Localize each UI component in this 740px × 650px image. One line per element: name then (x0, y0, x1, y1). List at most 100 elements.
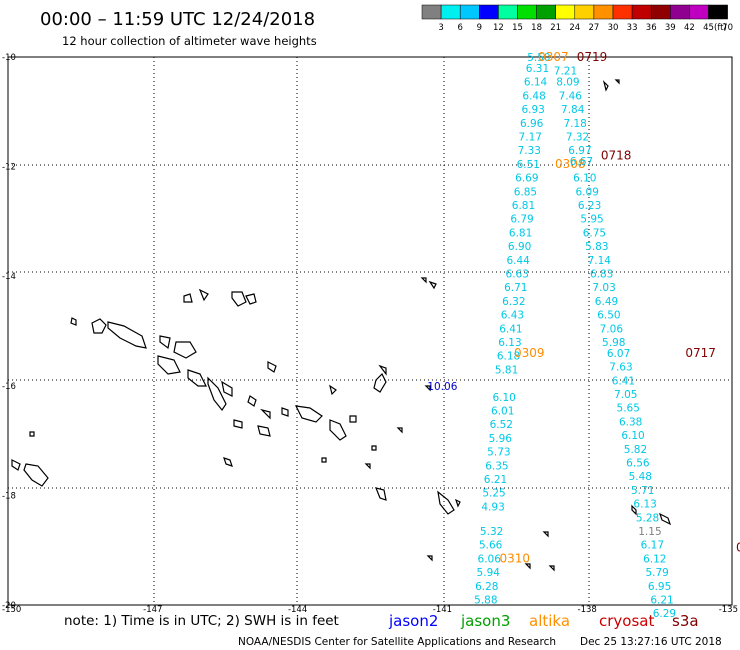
wave-height-value: 5.82 (624, 444, 647, 456)
pass-time-label: 0308 (555, 157, 586, 171)
legend-cryosat: cryosat (599, 612, 654, 630)
island-outline (245, 293, 257, 305)
scale-swatch (612, 4, 633, 20)
wave-height-value: 6.41 (612, 375, 635, 387)
wave-height-value: 7.06 (600, 323, 624, 335)
wave-height-value: 5.48 (629, 471, 652, 483)
wave-height-value: 6.49 (595, 296, 618, 308)
graticule (8, 57, 732, 605)
scale-label: 18 (531, 23, 542, 33)
pass-time-label: 0309 (514, 346, 545, 360)
island-outline (221, 380, 233, 397)
island-outline (281, 407, 289, 417)
scale-label: 45 (703, 23, 714, 33)
wave-height-value: 7.05 (614, 389, 637, 401)
island-outline (548, 565, 555, 572)
wave-height-value: 6.83 (590, 268, 613, 280)
wave-height-value: 7.84 (561, 104, 585, 116)
island-outline (426, 555, 433, 562)
wave-height-value: 6.56 (626, 458, 650, 470)
wave-height-value: 5.88 (474, 595, 497, 607)
scale-swatch (440, 4, 461, 20)
scale-swatch (593, 4, 614, 20)
wave-height-value: 6.95 (648, 581, 671, 593)
footer-credit: NOAA/NESDIS Center for Satellite Applica… (238, 636, 556, 648)
island-outline (29, 431, 35, 437)
wave-height-value: 5.94 (477, 567, 501, 579)
wave-height-value: 7.14 (588, 255, 612, 267)
scale-label: 6 (457, 23, 462, 33)
pass-time-label: 0307 (538, 50, 569, 64)
wave-height-value: 6.10 (573, 173, 596, 185)
wave-height-value: 6.28 (475, 581, 498, 593)
wave-height-value: 6.90 (508, 241, 531, 253)
color-scale-legend: 3 6 9 12 15 18 21 24 27 30 33 36 39 42 45 70(ft) (421, 4, 733, 33)
wave-height-value: 6.21 (484, 474, 507, 486)
legend-jason3: jason3 (460, 612, 510, 630)
island-outline (420, 277, 427, 284)
wave-height-value: 7.46 (559, 90, 583, 102)
lat-tick-label: -18 (2, 491, 16, 501)
legend-jason2: jason2 (388, 612, 438, 630)
island-outline (70, 317, 77, 326)
legend-s3a: s3a (672, 612, 699, 630)
wave-height-value: 6.21 (650, 595, 673, 607)
scale-label: 12 (493, 23, 504, 33)
wave-height-value: 6.96 (520, 118, 544, 130)
wave-height-value: 6.09 (576, 186, 599, 198)
wave-height-value: 6.01 (491, 405, 514, 417)
island-outline (233, 419, 243, 429)
scale-swatch (574, 4, 595, 20)
wave-height-value: 6.07 (607, 348, 630, 360)
lat-tick-label: -16 (2, 382, 16, 392)
island-outline (207, 376, 227, 412)
island-outline (631, 504, 637, 516)
scale-swatch (650, 4, 671, 20)
island-outline (542, 531, 549, 538)
wave-height-value: 6.48 (522, 90, 545, 102)
island-outline (378, 364, 387, 376)
island-outline (157, 355, 181, 375)
pass-time-label: 0717 (685, 346, 716, 360)
scale-label: 27 (588, 23, 599, 33)
island-outline (329, 384, 337, 396)
wave-height-value: 1.15 (638, 526, 661, 538)
wave-height-value: 5.71 (631, 485, 654, 497)
wave-height-value: 6.13 (498, 337, 521, 349)
lon-tick-label: -135 (719, 605, 738, 615)
wave-height-value: 6.93 (521, 104, 544, 116)
footer-timestamp: Dec 25 13:27:16 UTC 2018 (580, 636, 722, 648)
island-outline (454, 498, 461, 508)
island-outline (424, 385, 431, 392)
pass-time-label: 0716 (736, 540, 740, 554)
wave-height-value: 6.31 (526, 63, 549, 75)
scale-label: 39 (665, 23, 676, 33)
wave-height-value: 5.32 (480, 526, 503, 538)
scale-swatch (555, 4, 576, 20)
wave-height-value: 6.97 (568, 145, 591, 157)
scale-swatch (708, 4, 728, 20)
scale-swatch (421, 4, 442, 20)
scale-label: 3 (438, 23, 443, 33)
island-outline (658, 512, 672, 526)
scale-swatch (536, 4, 556, 20)
island-outline (373, 372, 387, 393)
scale-swatch (498, 4, 518, 20)
wave-height-value: 5.83 (585, 241, 608, 253)
axis-labels: -10 -12 -14 -16 -18 -20-150 -147 -144 -141 -138 -1… (2, 53, 738, 615)
page-subtitle: 12 hour collection of altimeter wave hei… (62, 34, 317, 48)
wave-height-value: 6.43 (501, 310, 524, 322)
island-outline (371, 445, 377, 451)
wave-height-value: 5.66 (479, 540, 503, 552)
island-outline (524, 563, 531, 570)
wave-height-value: 6.85 (514, 186, 537, 198)
satellite-legend: jason2 jason3 altika cryosat s3a (388, 612, 699, 630)
scale-label: 33 (627, 23, 638, 33)
wave-height-value: 7.17 (519, 131, 542, 143)
page-title: 00:00 – 11:59 UTC 12/24/2018 (40, 9, 315, 30)
lat-tick-label: -14 (2, 272, 16, 282)
island-outline (349, 415, 357, 423)
lat-tick-label: -20 (2, 601, 16, 611)
wave-height-value: 6.51 (517, 159, 540, 171)
